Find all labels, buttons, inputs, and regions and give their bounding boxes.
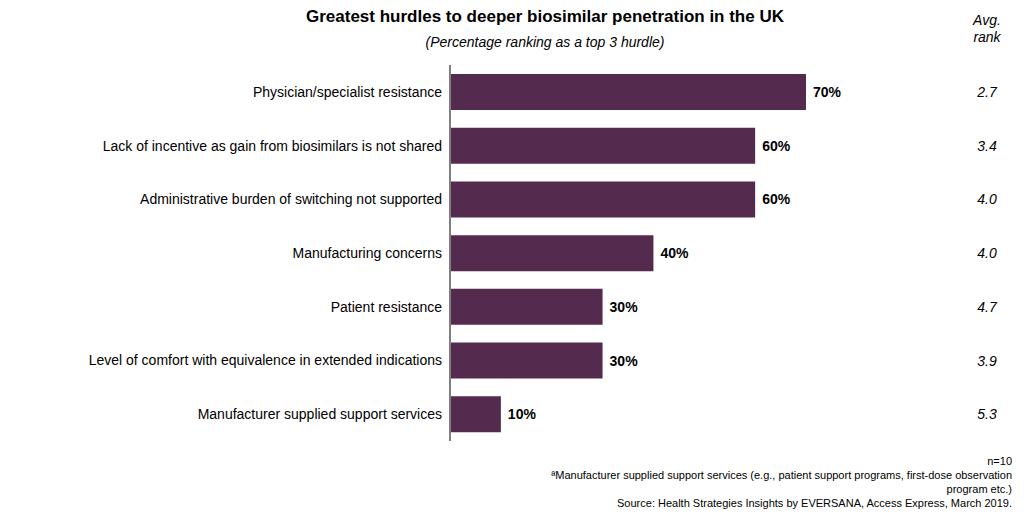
svg-text:Administrative burden of switc: Administrative burden of switching not s…: [140, 191, 442, 207]
svg-text:10%: 10%: [508, 406, 537, 422]
html-text:Source: Health Strategies Insi: Source: Health Strategies Insights by EV…: [617, 497, 1012, 509]
svg-text:4.0: 4.0: [977, 191, 997, 207]
svg-text:2.7: 2.7: [976, 84, 998, 100]
html-text:n=10: n=10: [987, 455, 1012, 467]
svg-text:Patient resistance: Patient resistance: [331, 299, 442, 315]
svg-text:60%: 60%: [762, 138, 791, 154]
svg-text:60%: 60%: [762, 191, 791, 207]
svg-text:Manufacturer supplied support: Manufacturer supplied support services: [198, 406, 442, 422]
svg-text:4.7: 4.7: [977, 299, 998, 315]
html-text:rank: rank: [973, 29, 1001, 45]
svg-text:Manufacturing concerns: Manufacturing concerns: [293, 245, 442, 261]
svg-text:4.0: 4.0: [977, 245, 997, 261]
html-text:Avg.: Avg.: [973, 12, 1001, 28]
svg-text:30%: 30%: [610, 353, 639, 369]
svg-text:Level of comfort with equivale: Level of comfort with equivalence in ext…: [89, 352, 442, 368]
svg-text:3.4: 3.4: [977, 138, 997, 154]
svg-text:40%: 40%: [660, 245, 689, 261]
svg-text:70%: 70%: [813, 84, 842, 100]
svg-text:5.3: 5.3: [977, 406, 997, 422]
svg-text:30%: 30%: [610, 299, 639, 315]
html-text:(Percentage ranking as a top 3: (Percentage ranking as a top 3 hurdle): [425, 34, 665, 50]
svg-text:3.9: 3.9: [977, 353, 997, 369]
svg-text:Physician/specialist resistanc: Physician/specialist resistance: [253, 84, 442, 100]
html-text:ªManufacturer supplied support: ªManufacturer supplied support services …: [551, 469, 1012, 495]
html-text:Greatest hurdles to deeper bio: Greatest hurdles to deeper biosimilar pe…: [306, 7, 784, 26]
svg-text:Lack of incentive as gain from: Lack of incentive as gain from biosimila…: [103, 138, 442, 154]
